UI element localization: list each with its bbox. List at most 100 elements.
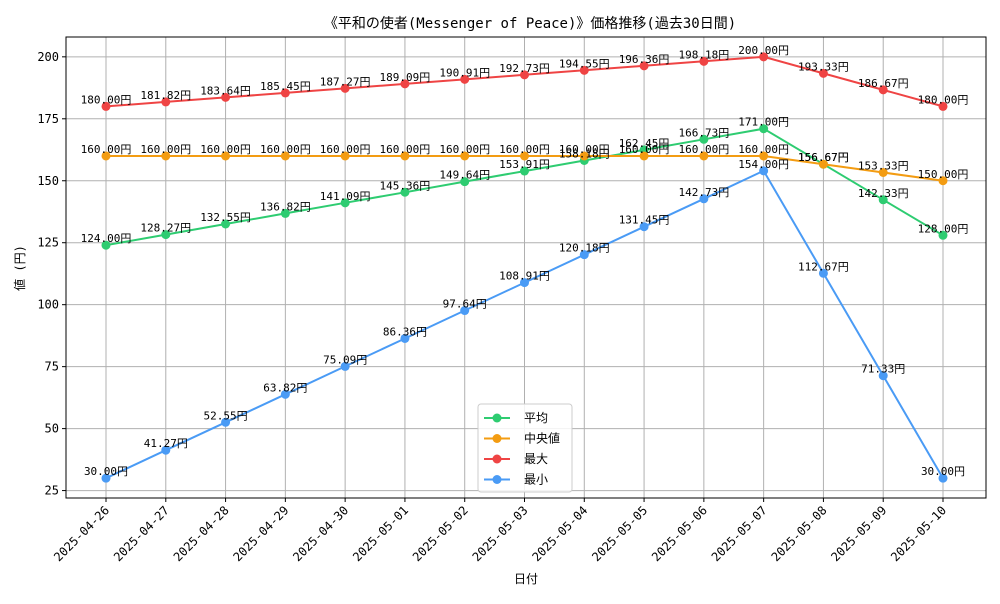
data-label: 136.82円: [260, 200, 311, 213]
y-tick-label: 25: [45, 484, 59, 498]
data-label: 183.64円: [200, 84, 251, 97]
data-point: [101, 240, 111, 250]
data-point: [520, 278, 529, 288]
chart-title: 《平和の使者(Messenger of Peace)》価格推移(過去30日間): [324, 15, 736, 32]
data-point: [340, 198, 350, 208]
data-point: [280, 208, 290, 218]
data-label: 141.09円: [320, 190, 371, 203]
data-label: 131.45円: [619, 214, 670, 227]
data-point: [280, 151, 290, 161]
data-point: [818, 268, 828, 278]
legend-label: 最小: [524, 473, 548, 487]
data-point: [340, 83, 350, 93]
data-point: [101, 101, 111, 111]
legend-marker: [492, 434, 502, 443]
legend-marker: [492, 475, 502, 484]
grid-lines: [66, 37, 986, 498]
legend-marker: [492, 413, 502, 423]
data-point: [400, 187, 410, 197]
data-label: 198.18円: [678, 48, 729, 61]
data-point: [579, 250, 589, 260]
data-label: 160.00円: [260, 143, 311, 156]
data-label: 86.36円: [383, 325, 427, 338]
data-point: [938, 230, 948, 240]
data-point: [460, 177, 470, 187]
data-point: [400, 151, 410, 161]
data-label: 162.45円: [619, 137, 670, 150]
y-tick-label: 125: [37, 236, 59, 250]
data-point: [878, 195, 888, 205]
data-label: 112.67円: [798, 260, 849, 273]
data-point: [460, 151, 470, 161]
data-point: [759, 124, 769, 134]
data-point: [520, 70, 529, 80]
data-point: [938, 176, 948, 186]
y-tick-label: 150: [37, 174, 59, 188]
data-point: [340, 361, 350, 371]
data-point: [818, 159, 828, 169]
data-point: [520, 166, 529, 176]
y-tick-label: 200: [37, 50, 59, 64]
data-label: 160.00円: [499, 143, 550, 156]
data-label: 153.33円: [858, 159, 909, 172]
data-label: 149.64円: [439, 169, 490, 182]
data-label: 145.36円: [380, 179, 431, 192]
data-point: [460, 306, 470, 316]
data-label: 160.00円: [619, 143, 670, 156]
data-label: 41.27円: [144, 437, 188, 450]
data-label: 63.82円: [263, 381, 307, 394]
data-label: 189.09円: [380, 71, 431, 84]
data-label: 142.33円: [858, 187, 909, 200]
data-point: [938, 101, 948, 111]
data-point: [878, 167, 888, 177]
data-label: 160.00円: [559, 143, 610, 156]
data-point: [400, 79, 410, 89]
data-point: [699, 151, 709, 161]
data-point: [520, 151, 529, 161]
data-label: 200.00円: [738, 44, 789, 57]
data-point: [639, 151, 649, 161]
data-point: [759, 166, 769, 176]
y-tick-label: 100: [37, 298, 59, 312]
legend-box: [477, 403, 573, 493]
data-label: 71.33円: [861, 363, 905, 376]
data-label: 194.55円: [559, 57, 610, 70]
data-label: 52.55円: [204, 409, 248, 422]
data-point: [639, 61, 649, 71]
data-point: [460, 74, 470, 84]
data-point: [280, 88, 290, 98]
data-point: [161, 230, 171, 240]
data-label: 160.00円: [140, 143, 191, 156]
data-point: [400, 333, 410, 343]
data-labels: 124.00円 128.27円 132.55円 136.82円 141.09円 145.3…: [81, 44, 969, 478]
legend-label: 平均: [524, 411, 548, 425]
data-point: [280, 389, 290, 399]
data-label: 150.00円: [918, 168, 969, 181]
series-lines: [101, 52, 948, 483]
data-label: 120.18円: [559, 242, 610, 255]
data-label: 160.00円: [678, 143, 729, 156]
data-point: [221, 219, 231, 229]
data-point: [161, 445, 171, 455]
y-tick-label: 175: [37, 112, 59, 126]
legend-label: 最大: [524, 452, 548, 466]
data-point: [699, 56, 709, 66]
x-axis-label: 日付: [514, 572, 538, 586]
y-axis-label: 値 (円): [12, 245, 27, 291]
data-point: [579, 151, 589, 161]
data-point: [878, 371, 888, 381]
data-point: [759, 151, 769, 161]
data-label: 160.00円: [380, 143, 431, 156]
data-label: 190.91円: [439, 66, 490, 79]
data-label: 193.33円: [798, 60, 849, 73]
data-label: 180.00円: [918, 93, 969, 106]
data-point: [699, 194, 709, 204]
data-label: 181.82円: [140, 89, 191, 102]
data-point: [161, 151, 171, 161]
data-label: 160.00円: [200, 143, 251, 156]
data-label: 153.91円: [499, 158, 550, 171]
data-point: [938, 473, 948, 483]
data-label: 186.67円: [858, 77, 909, 90]
